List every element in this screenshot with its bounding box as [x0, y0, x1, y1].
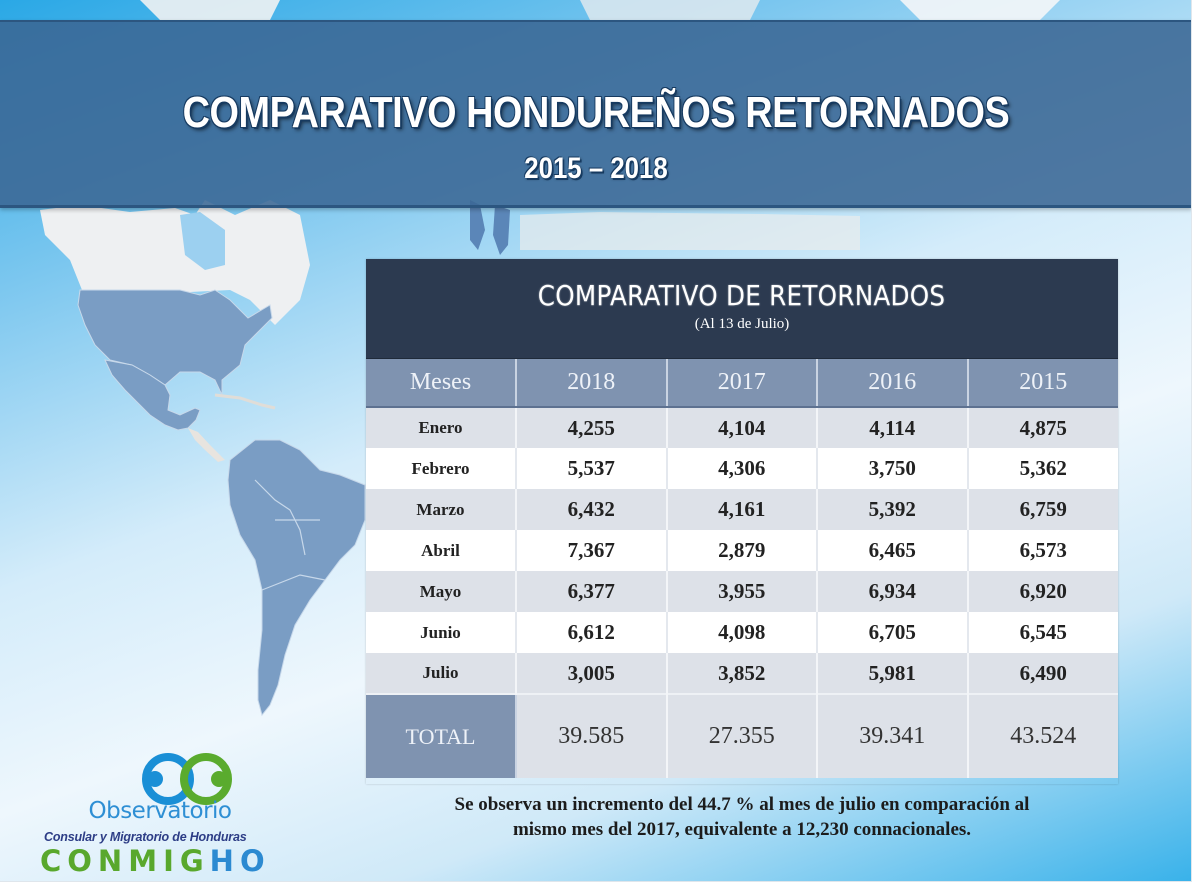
value-cell: 6,934: [817, 571, 969, 612]
column-header-2018: 2018: [516, 359, 668, 408]
value-cell: 5,362: [967, 448, 1118, 489]
value-cell: 4,255: [516, 407, 668, 448]
conmigho-logo: Observatorio Consular y Migratorio de Ho…: [30, 748, 320, 881]
logo-brand-green: CONMIG: [40, 844, 210, 878]
value-cell: 5,537: [516, 448, 668, 489]
value-cell: 6,705: [817, 612, 969, 653]
value-cell: 6,377: [516, 571, 668, 612]
table-subtitle: (Al 13 de Julio): [694, 316, 790, 332]
logo-name: Observatorio: [88, 798, 232, 824]
logo-brand: CONMIGHO: [40, 844, 310, 878]
table-row: Junio 6,612 4,098 6,705 6,545: [366, 612, 1118, 653]
value-cell: 6,612: [516, 612, 668, 653]
month-cell: Abril: [366, 530, 517, 571]
value-cell: 6,432: [516, 489, 668, 530]
value-cell: 4,114: [817, 407, 969, 448]
value-cell: 2,879: [666, 530, 818, 571]
month-cell: Febrero: [366, 448, 517, 489]
table-row: Mayo 6,377 3,955 6,934 6,920: [366, 571, 1118, 612]
footnote-line-2: mismo mes del 2017, equivalente a 12,230…: [512, 819, 972, 840]
value-cell: 4,306: [666, 448, 818, 489]
total-cell: 27.355: [666, 693, 818, 778]
month-cell: Mayo: [366, 571, 517, 612]
logo-tagline: Consular y Migratorio de Honduras: [44, 830, 247, 844]
value-cell: 6,759: [967, 489, 1118, 530]
value-cell: 3,852: [666, 653, 818, 694]
column-header-2017: 2017: [666, 359, 818, 408]
value-cell: 6,920: [967, 571, 1118, 612]
value-cell: 4,161: [666, 489, 818, 530]
table-row: Enero 4,255 4,104 4,114 4,875: [366, 407, 1118, 448]
value-cell: 4,098: [666, 612, 818, 653]
comparison-table: COMPARATIVO DE RETORNADOS (Al 13 de Juli…: [366, 259, 1118, 784]
page-subtitle-years: 2015 – 2018: [524, 152, 668, 185]
title-banner: COMPARATIVO HONDUREÑOS RETORNADOS 2015 –…: [0, 20, 1191, 208]
total-row: TOTAL 39.585 27.355 39.341 43.524: [366, 693, 1118, 778]
value-cell: 4,875: [967, 407, 1118, 448]
table-row: Abril 7,367 2,879 6,465 6,573: [366, 530, 1118, 571]
month-cell: Junio: [366, 612, 517, 653]
total-cell: 39.585: [516, 693, 668, 778]
value-cell: 6,490: [967, 653, 1118, 694]
value-cell: 6,573: [967, 530, 1118, 571]
total-cell: 43.524: [967, 693, 1118, 778]
value-cell: 5,392: [817, 489, 969, 530]
total-label: TOTAL: [366, 693, 517, 778]
value-cell: 6,545: [967, 612, 1118, 653]
value-cell: 6,465: [817, 530, 969, 571]
value-cell: 5,981: [817, 653, 969, 694]
value-cell: 3,750: [817, 448, 969, 489]
month-cell: Marzo: [366, 489, 517, 530]
value-cell: 3,955: [666, 571, 818, 612]
table-header: COMPARATIVO DE RETORNADOS (Al 13 de Juli…: [366, 259, 1118, 359]
interlocking-rings-icon: [142, 753, 232, 805]
value-cell: 3,005: [516, 653, 668, 694]
table-row: Febrero 5,537 4,306 3,750 5,362: [366, 448, 1118, 489]
table-row: Marzo 6,432 4,161 5,392 6,759: [366, 489, 1118, 530]
table-row: Julio 3,005 3,852 5,981 6,490: [366, 653, 1118, 694]
column-header-2015: 2015: [967, 359, 1118, 408]
page-title: COMPARATIVO HONDUREÑOS RETORNADOS: [182, 88, 1010, 137]
data-table: Meses 2018 2017 2016 2015 Enero 4,255 4,…: [366, 359, 1118, 778]
column-header-row: Meses 2018 2017 2016 2015: [366, 359, 1118, 408]
logo-brand-blue: HO: [209, 844, 271, 878]
value-cell: 7,367: [516, 530, 668, 571]
column-header-2016: 2016: [817, 359, 969, 408]
column-header-months: Meses: [366, 359, 517, 408]
table-title: COMPARATIVO DE RETORNADOS: [538, 279, 946, 312]
value-cell: 4,104: [666, 407, 818, 448]
footnote: Se observa un incremento del 44.7 % al m…: [366, 792, 1118, 842]
footnote-line-1: Se observa un incremento del 44.7 % al m…: [454, 794, 1030, 815]
total-cell: 39.341: [817, 693, 969, 778]
month-cell: Enero: [366, 407, 517, 448]
month-cell: Julio: [366, 653, 517, 694]
